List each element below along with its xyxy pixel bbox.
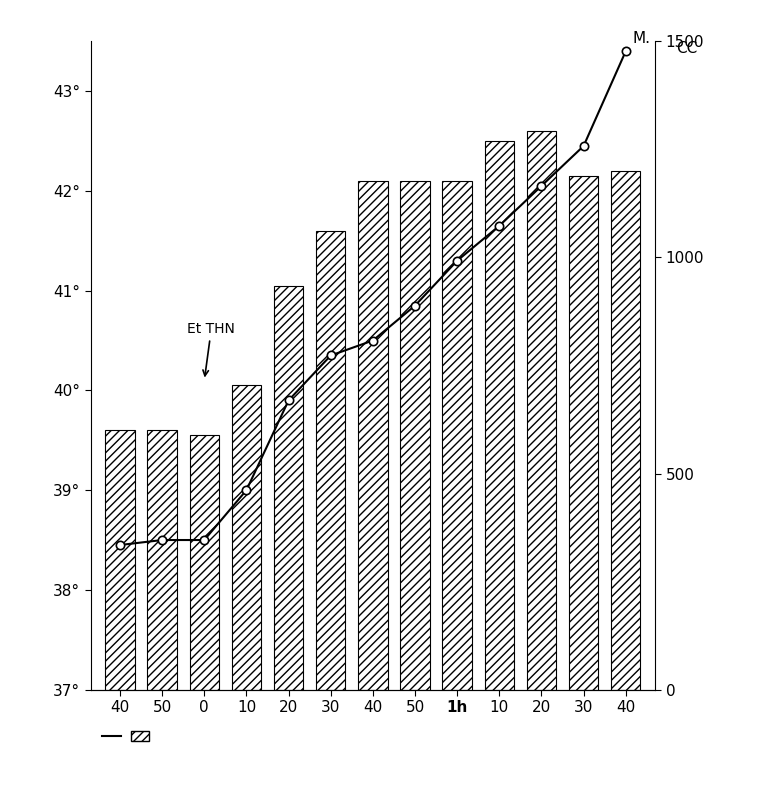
Bar	[148, 430, 177, 690]
Bar	[105, 430, 135, 690]
Text: Et THN: Et THN	[188, 322, 235, 376]
Bar	[358, 181, 388, 690]
Bar	[442, 181, 472, 690]
Bar	[484, 141, 514, 690]
Bar	[569, 176, 598, 690]
Legend: , : ,	[97, 726, 158, 748]
Bar	[232, 386, 261, 690]
Bar	[400, 181, 430, 690]
Bar	[189, 435, 219, 690]
Bar	[274, 286, 304, 690]
Bar	[316, 230, 345, 690]
Bar	[611, 171, 640, 690]
Text: CC: CC	[676, 42, 697, 56]
Bar	[527, 131, 556, 690]
Text: M.: M.	[632, 31, 650, 46]
